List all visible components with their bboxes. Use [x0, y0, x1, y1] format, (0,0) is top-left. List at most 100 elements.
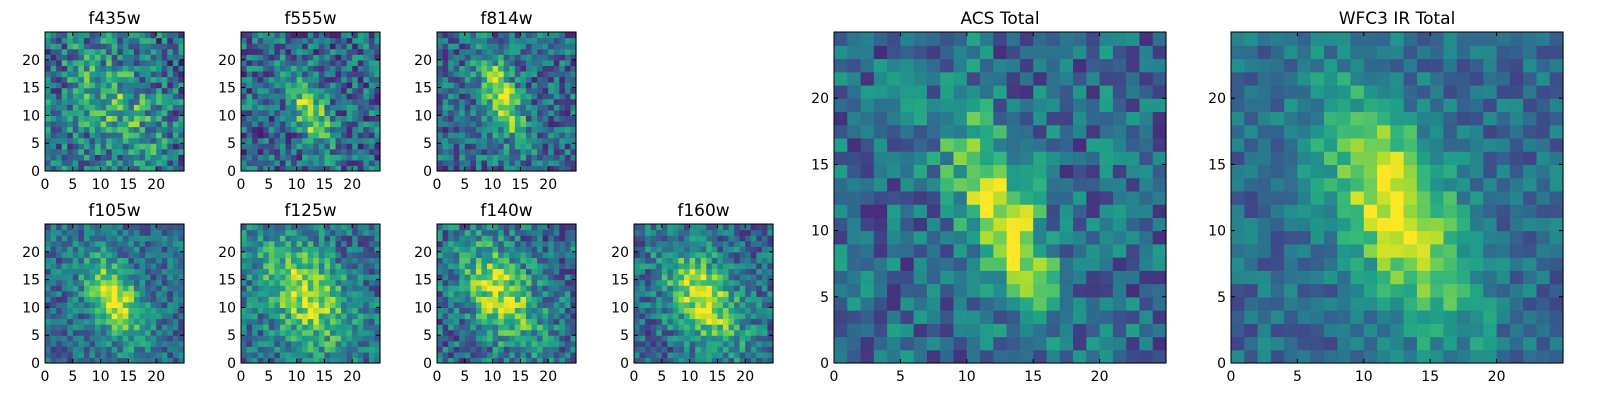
- y-tick-label: 20: [218, 53, 236, 69]
- heatmap-cell: [291, 246, 298, 253]
- heatmap-cell: [368, 37, 376, 44]
- heatmap-cell: [335, 37, 342, 44]
- heatmap-cell: [684, 251, 691, 258]
- heatmap-cell: [78, 120, 85, 128]
- heatmap-cell: [672, 290, 680, 297]
- heatmap-cell: [645, 335, 652, 342]
- heatmap-cell: [279, 274, 287, 281]
- heatmap-cell: [111, 37, 118, 44]
- heatmap-cell: [106, 87, 113, 94]
- heatmap-cell: [89, 229, 96, 236]
- heatmap-cell: [980, 230, 994, 245]
- heatmap-cell: [241, 290, 248, 297]
- heatmap-cell: [470, 262, 477, 270]
- heatmap-cell: [161, 340, 168, 347]
- heatmap-cell: [117, 104, 124, 111]
- heatmap-cell: [318, 32, 325, 39]
- heatmap-cell: [150, 279, 157, 286]
- heatmap-cell: [645, 290, 652, 297]
- x-tick-label: 10: [288, 177, 306, 193]
- heatmap-cell: [487, 165, 494, 172]
- heatmap-cell: [178, 340, 185, 347]
- heatmap-cell: [559, 240, 566, 247]
- heatmap-cell: [252, 98, 259, 105]
- heatmap-cell: [459, 104, 466, 111]
- heatmap-cell: [570, 76, 577, 83]
- heatmap-cell: [78, 246, 85, 253]
- heatmap-cell: [117, 307, 124, 314]
- heatmap-cell: [117, 290, 124, 297]
- heatmap-cell: [570, 251, 577, 258]
- heatmap-cell: [700, 290, 707, 297]
- heatmap-cell: [700, 224, 707, 231]
- heatmap-cell: [133, 48, 141, 55]
- heatmap-cell: [1019, 310, 1034, 324]
- heatmap-cell: [498, 285, 505, 292]
- heatmap-cell: [542, 301, 549, 308]
- heatmap-cell: [1073, 164, 1087, 179]
- heatmap-cell: [487, 268, 494, 275]
- heatmap-cell: [122, 335, 129, 342]
- heatmap-cell: [722, 324, 730, 331]
- heatmap-cell: [241, 159, 248, 167]
- heatmap-cell: [650, 285, 657, 292]
- heatmap-cell: [252, 132, 259, 139]
- heatmap-cell: [553, 70, 560, 78]
- heatmap-cell: [520, 351, 527, 359]
- heatmap-cell: [645, 235, 652, 242]
- heatmap-cell: [56, 296, 63, 303]
- heatmap-cell: [767, 301, 774, 308]
- heatmap-cell: [296, 154, 303, 161]
- heatmap-cell: [150, 98, 157, 105]
- heatmap-cell: [341, 159, 348, 167]
- heatmap-cell: [72, 357, 79, 364]
- heatmap-cell: [542, 54, 549, 61]
- heatmap-cell: [111, 70, 118, 78]
- heatmap-cell: [302, 351, 309, 359]
- heatmap-cell: [106, 126, 113, 133]
- heatmap-cell: [145, 279, 152, 286]
- heatmap-cell: [167, 268, 174, 275]
- heatmap-cell: [498, 240, 505, 247]
- heatmap-cell: [341, 329, 348, 336]
- heatmap-cell: [241, 154, 248, 161]
- heatmap-cell: [357, 165, 364, 172]
- heatmap-cell: [368, 43, 376, 50]
- heatmap-cell: [520, 285, 527, 292]
- heatmap-cell: [470, 296, 477, 303]
- heatmap-cell: [1033, 296, 1048, 311]
- heatmap-cell: [329, 132, 337, 139]
- heatmap-cell: [341, 340, 348, 347]
- heatmap-cell: [307, 65, 314, 72]
- heatmap-cell: [745, 251, 752, 258]
- heatmap-cell: [329, 120, 337, 128]
- heatmap-cell: [172, 279, 180, 286]
- heatmap-cell: [83, 43, 91, 50]
- heatmap-cell: [133, 137, 141, 144]
- heatmap-cell: [475, 285, 483, 292]
- heatmap-cell: [156, 93, 163, 100]
- heatmap-cell: [302, 143, 309, 150]
- heatmap-cell: [514, 32, 521, 39]
- heatmap-cell: [442, 159, 449, 167]
- heatmap-cell: [650, 357, 657, 364]
- heatmap-cell: [50, 165, 57, 172]
- heatmap-cell: [509, 137, 516, 144]
- heatmap-cell: [241, 104, 248, 111]
- heatmap-cell: [117, 296, 124, 303]
- heatmap-cell: [722, 351, 730, 359]
- heatmap-cell: [564, 340, 572, 347]
- heatmap-cell: [531, 262, 538, 270]
- heatmap-cell: [684, 246, 691, 253]
- heatmap-cell: [553, 159, 560, 167]
- heatmap-cell: [161, 93, 168, 100]
- heatmap-cell: [634, 290, 641, 297]
- heatmap-cell: [442, 235, 449, 242]
- heatmap-cell: [100, 98, 107, 105]
- heatmap-cell: [167, 257, 174, 264]
- heatmap-cell: [689, 229, 696, 236]
- heatmap-cell: [307, 115, 314, 122]
- heatmap-cell: [161, 346, 168, 353]
- heatmap-cell: [570, 137, 577, 144]
- heatmap-cell: [128, 290, 135, 297]
